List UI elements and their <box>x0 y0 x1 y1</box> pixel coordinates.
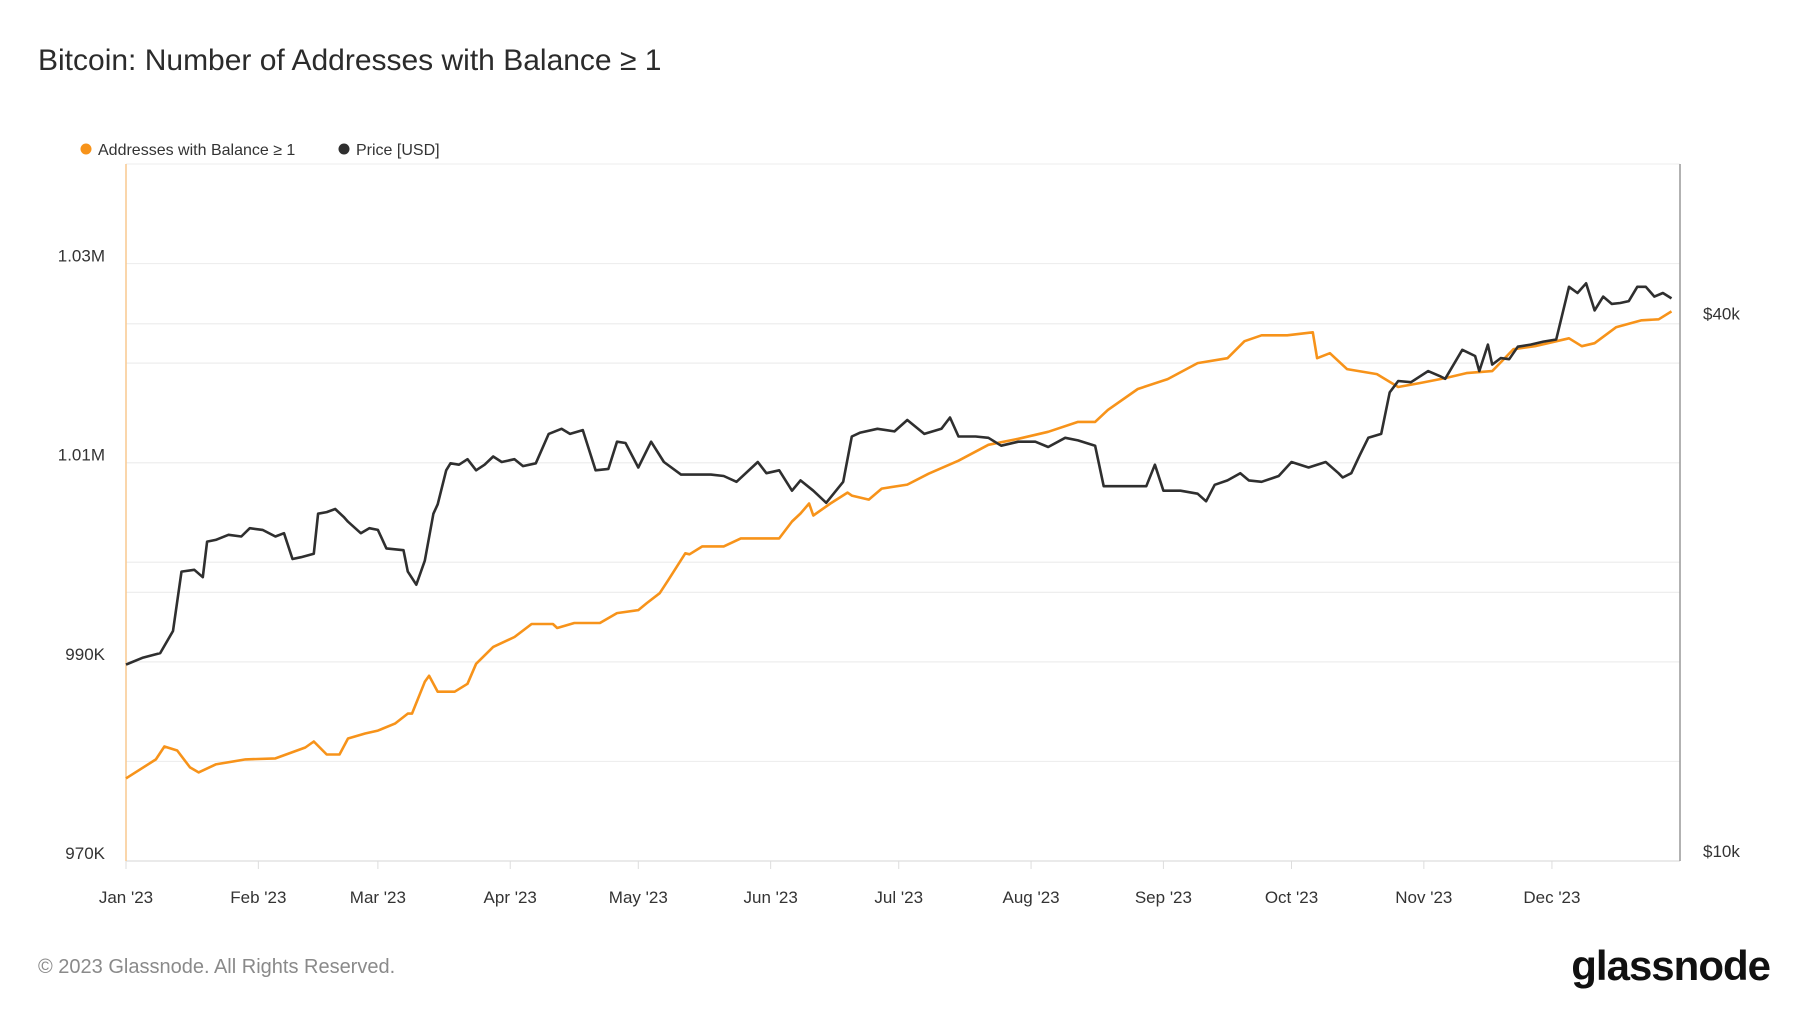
x-tick-label: Jul '23 <box>874 888 923 907</box>
x-tick-label: Jan '23 <box>99 888 153 907</box>
y-right-tick-label: $40k <box>1703 305 1740 324</box>
y-left-tick-label: 990K <box>65 645 105 664</box>
x-tick-label: Nov '23 <box>1395 888 1452 907</box>
x-tick-label: Apr '23 <box>484 888 537 907</box>
y-left-tick-label: 970K <box>65 844 105 863</box>
copyright-footer: © 2023 Glassnode. All Rights Reserved. <box>38 956 396 978</box>
x-tick-label: Dec '23 <box>1523 888 1580 907</box>
y-left-tick-label: 1.01M <box>58 446 105 465</box>
legend-dot-price <box>338 143 350 155</box>
x-tick-label: Oct '23 <box>1265 888 1318 907</box>
x-tick-label: Sep '23 <box>1135 888 1192 907</box>
series-line-price <box>125 282 1673 666</box>
legend-dot-addresses <box>80 143 92 155</box>
x-tick-label: Aug '23 <box>1003 888 1060 907</box>
glassnode-logo: glassnode <box>1571 942 1771 989</box>
legend-label: Price [USD] <box>356 142 440 159</box>
x-tick-label: May '23 <box>609 888 668 907</box>
x-tick-label: Mar '23 <box>350 888 406 907</box>
x-tick-label: Feb '23 <box>230 888 286 907</box>
legend-label: Addresses with Balance ≥ 1 <box>98 142 295 159</box>
chart-title: Bitcoin: Number of Addresses with Balanc… <box>38 44 662 77</box>
series-line-addresses <box>125 310 1673 780</box>
x-tick-label: Jun '23 <box>744 888 798 907</box>
y-left-tick-label: 1.03M <box>58 247 105 266</box>
y-right-tick-label: $10k <box>1703 842 1740 861</box>
